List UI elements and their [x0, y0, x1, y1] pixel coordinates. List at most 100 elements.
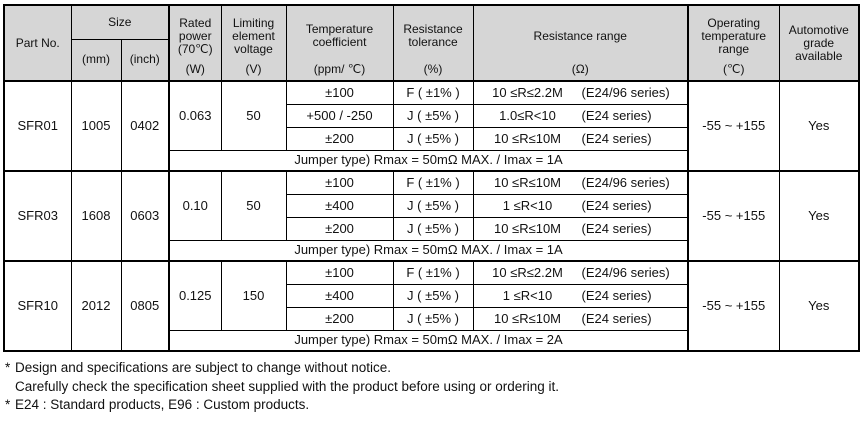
temp-coefficient-unit: (ppm/ ℃) — [313, 62, 366, 76]
table-header: Part No. Size Rated power (70℃) (W) Limit… — [3, 4, 860, 82]
col-header-size-label: Size — [108, 14, 132, 29]
resistance-tolerance-unit: (%) — [423, 62, 443, 76]
footnote-text: Design and specifications are subject to… — [15, 360, 391, 375]
tolerance-value: F ( ±1% ) — [406, 84, 460, 100]
operating-temp-title: Operating temperature range — [701, 15, 767, 56]
part-cell: SFR10 — [3, 260, 72, 352]
series-label: (E24 series) — [581, 130, 652, 146]
series-label: (E24/96 series) — [581, 264, 670, 280]
col-header-size-mm: (mm) — [70, 38, 122, 82]
temp-coeff-value: ±100 — [325, 264, 354, 280]
limiting-voltage-value: 150 — [242, 287, 265, 303]
temp-coeff-value: ±100 — [325, 174, 354, 190]
col-header-rated-power: Rated power (70℃) (W) — [168, 4, 222, 82]
resistance-range-unit: (Ω) — [571, 62, 589, 76]
range-value: 10 ≤R≤10M — [493, 130, 562, 146]
operating-temp-value: -55 ~ +155 — [702, 298, 766, 313]
operating-temp-cell: -55 ~ +155 — [687, 170, 780, 262]
resistance-range-cell: 10 ≤R≤10M (E24 series) — [472, 216, 689, 241]
tolerance-cell: J ( ±5% ) — [392, 103, 474, 128]
range-value: 1 ≤R<10 — [502, 287, 553, 303]
series-label: (E24 series) — [581, 220, 652, 236]
resistance-tolerance-title: Resistance tolerance — [403, 22, 463, 49]
col-header-resistance-tolerance: Resistance tolerance (%) — [392, 4, 474, 82]
resistance-range-cell: 10 ≤R≤10M (E24/96 series) — [472, 170, 689, 195]
temp-coeff-value: ±200 — [325, 130, 354, 146]
range-value: 10 ≤R≤2.2M — [492, 84, 563, 100]
automotive-cell: Yes — [778, 80, 860, 172]
jumper-type-text: Jumper type) Rmax = 50mΩ MAX. / Imax = 2… — [294, 332, 563, 348]
limiting-voltage-cell: 150 — [220, 260, 287, 331]
size-inch-cell: 0805 — [120, 260, 170, 352]
rated-power-title: Rated power (70℃) — [177, 15, 213, 56]
tolerance-value: F ( ±1% ) — [406, 264, 460, 280]
series-label: (E24 series) — [581, 107, 652, 123]
tolerance-value: J ( ±5% ) — [407, 107, 459, 123]
part-cell: SFR03 — [3, 170, 72, 262]
col-header-part-no-label: Part No. — [15, 35, 60, 50]
temp-coeff-value: ±100 — [325, 84, 354, 100]
jumper-type-cell: Jumper type) Rmax = 50mΩ MAX. / Imax = 1… — [168, 149, 689, 172]
temp-coeff-value: ±400 — [325, 287, 354, 303]
limiting-voltage-cell: 50 — [220, 170, 287, 241]
rated-power-cell: 0.063 — [168, 80, 222, 151]
col-header-operating-temp: Operating temperature range (℃) — [687, 4, 780, 82]
size-mm-value: 1608 — [81, 208, 111, 223]
jumper-type-text: Jumper type) Rmax = 50mΩ MAX. / Imax = 1… — [294, 242, 563, 258]
range-value: 10 ≤R≤2.2M — [492, 264, 563, 280]
temp-coeff-cell: ±400 — [285, 193, 394, 218]
part-number: SFR01 — [17, 118, 58, 133]
rated-power-cell: 0.10 — [168, 170, 222, 241]
operating-temp-value: -55 ~ +155 — [702, 208, 766, 223]
temp-coeff-cell: ±200 — [285, 216, 394, 241]
tolerance-cell: F ( ±1% ) — [392, 80, 474, 105]
tolerance-cell: J ( ±5% ) — [392, 216, 474, 241]
rated-power-value: 0.125 — [178, 287, 212, 303]
resistance-range-cell: 10 ≤R≤10M (E24 series) — [472, 126, 689, 151]
temp-coeff-cell: ±100 — [285, 80, 394, 105]
col-header-size: Size — [70, 4, 170, 40]
automotive-value: Yes — [808, 208, 830, 223]
series-label: (E24/96 series) — [581, 174, 670, 190]
resistance-range-cell: 1.0≤R<10 (E24 series) — [472, 103, 689, 128]
datasheet-page: Part No. Size Rated power (70℃) (W) Limit… — [3, 4, 861, 415]
size-mm-cell: 2012 — [70, 260, 122, 352]
tolerance-cell: J ( ±5% ) — [392, 126, 474, 151]
col-header-automotive: Automotive grade available — [778, 4, 860, 82]
automotive-value: Yes — [808, 298, 830, 313]
tolerance-value: J ( ±5% ) — [407, 287, 459, 303]
size-mm-label: (mm) — [82, 52, 110, 67]
resistance-range-cell: 10 ≤R≤2.2M (E24/96 series) — [472, 80, 689, 105]
operating-temp-unit: (℃) — [723, 62, 745, 76]
temp-coeff-cell: ±200 — [285, 126, 394, 151]
series-label: (E24 series) — [581, 310, 652, 326]
resistance-range-cell: 1 ≤R<10 (E24 series) — [472, 283, 689, 308]
col-header-temp-coefficient: Temperature coefficient (ppm/ ℃) — [285, 4, 394, 82]
range-value: 10 ≤R≤10M — [493, 174, 562, 190]
temp-coeff-value: +500 / -250 — [306, 107, 373, 123]
automotive-value: Yes — [808, 118, 830, 133]
series-label: (E24 series) — [581, 287, 652, 303]
tolerance-cell: J ( ±5% ) — [392, 283, 474, 308]
size-mm-cell: 1005 — [70, 80, 122, 172]
footnote-line: * E24 : Standard products, E96 : Custom … — [5, 396, 861, 415]
table-body: SFR01 1005 0402 0.063 50 ±100 F ( ±1% ) … — [3, 80, 860, 352]
size-inch-cell: 0603 — [120, 170, 170, 262]
footnotes: * Design and specifications are subject … — [3, 352, 861, 415]
size-inch-value: 0603 — [130, 208, 160, 223]
size-inch-label: (inch) — [129, 52, 160, 67]
temp-coefficient-title: Temperature coefficient — [305, 22, 374, 49]
tolerance-cell: F ( ±1% ) — [392, 260, 474, 285]
size-inch-value: 0805 — [130, 298, 160, 313]
jumper-type-cell: Jumper type) Rmax = 50mΩ MAX. / Imax = 1… — [168, 239, 689, 262]
size-mm-value: 1005 — [81, 118, 111, 133]
jumper-type-text: Jumper type) Rmax = 50mΩ MAX. / Imax = 1… — [294, 152, 563, 168]
temp-coeff-cell: ±400 — [285, 283, 394, 308]
col-header-limiting-voltage: Limiting element voltage (V) — [220, 4, 287, 82]
jumper-type-cell: Jumper type) Rmax = 50mΩ MAX. / Imax = 2… — [168, 329, 689, 352]
tolerance-value: J ( ±5% ) — [407, 197, 459, 213]
operating-temp-value: -55 ~ +155 — [702, 118, 766, 133]
limiting-voltage-unit: (V) — [245, 62, 262, 76]
limiting-voltage-title: Limiting element voltage — [232, 15, 275, 56]
rated-power-value: 0.063 — [178, 107, 212, 123]
